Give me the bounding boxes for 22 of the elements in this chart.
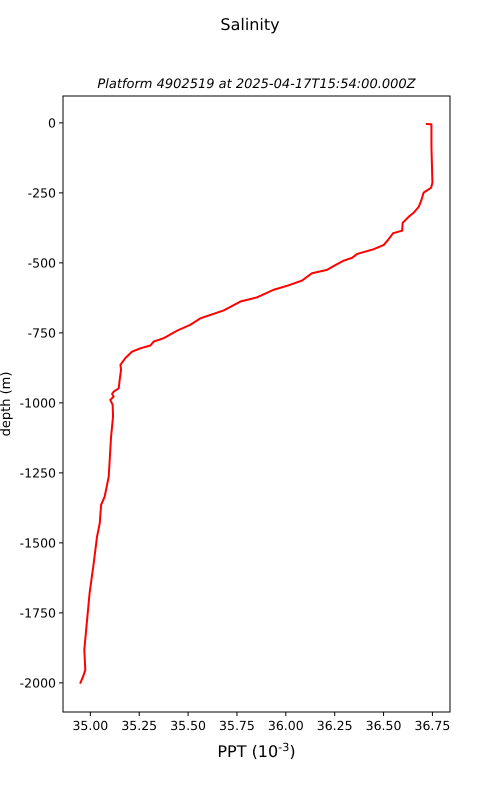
y-tick-label: -750 (28, 325, 56, 340)
x-tick-label: 36.50 (366, 718, 402, 733)
x-axis-title: PPT (10$^{-3}$) (217, 740, 296, 761)
x-tick-label: 35.50 (170, 718, 206, 733)
line-series (79, 123, 434, 684)
x-tick-label: 35.00 (72, 718, 108, 733)
x-tick-label: 35.25 (121, 718, 158, 733)
y-tick-label: -1750 (20, 605, 56, 620)
y-tick-label: -1250 (20, 465, 56, 480)
x-tick-label: 36.25 (316, 718, 353, 733)
x-tick-label: 36.00 (268, 718, 304, 733)
y-tick-label: -500 (28, 255, 56, 270)
y-tick-label: -2000 (20, 675, 56, 690)
y-tick-label: 0 (48, 115, 56, 130)
x-tick-label: 36.75 (414, 718, 450, 733)
y-tick-label: -1000 (20, 395, 56, 410)
y-axis-title: depth (m) (0, 372, 14, 436)
chart-title: Salinity (220, 15, 280, 34)
y-tick-label: -250 (28, 185, 56, 200)
chart-subtitle: Platform 4902519 at 2025-04-17T15:54:00.000Z (97, 77, 417, 92)
y-tick-label: -1500 (20, 535, 56, 550)
x-tick-label: 35.75 (219, 718, 255, 733)
